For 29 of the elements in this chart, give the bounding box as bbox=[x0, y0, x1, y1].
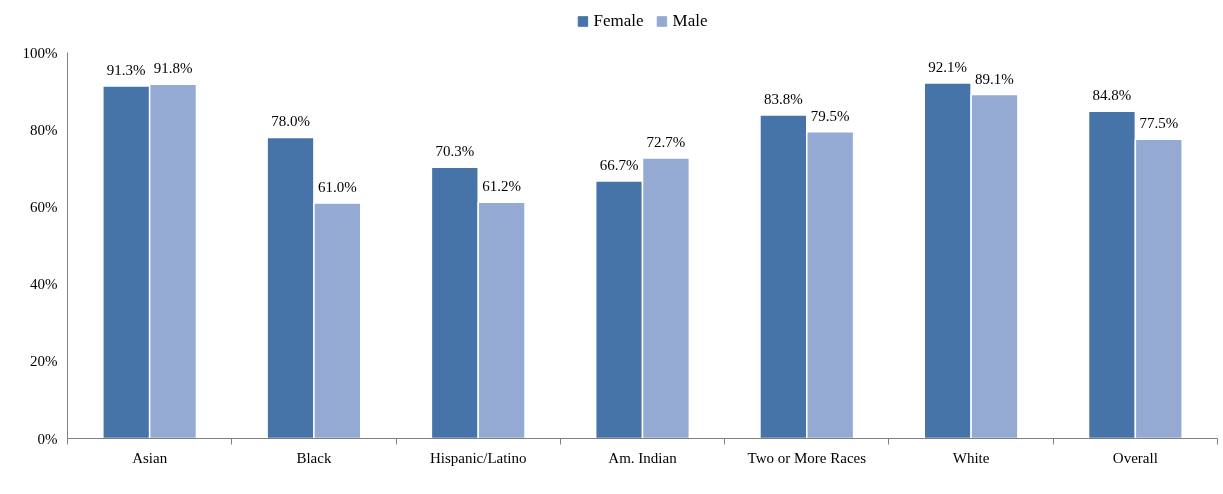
data-label: 78.0% bbox=[271, 113, 310, 130]
y-tick-label: 20% bbox=[30, 353, 58, 370]
legend-label: Male bbox=[672, 11, 708, 31]
data-label: 91.8% bbox=[153, 60, 193, 77]
data-label: 61.2% bbox=[482, 178, 521, 195]
x-tick-label: Black bbox=[296, 449, 332, 466]
x-tick-label: Two or More Races bbox=[747, 449, 867, 466]
data-label: 70.3% bbox=[435, 143, 475, 160]
data-label: 92.1% bbox=[928, 58, 968, 75]
data-label: 61.0% bbox=[317, 179, 357, 196]
y-tick-label: 60% bbox=[30, 198, 58, 215]
data-label: 84.8% bbox=[1092, 87, 1132, 104]
data-label: 79.5% bbox=[810, 107, 850, 124]
x-tick-label: Overall bbox=[1112, 449, 1158, 466]
y-tick-label: 40% bbox=[30, 276, 58, 293]
data-label: 89.1% bbox=[975, 70, 1014, 87]
y-tick-label: 100% bbox=[22, 44, 58, 61]
x-tick-label: Hispanic/Latino bbox=[429, 449, 527, 466]
legend-label: Female bbox=[593, 11, 644, 31]
data-label: 91.3% bbox=[106, 62, 146, 79]
x-tick-label: Am. Indian bbox=[608, 449, 678, 466]
x-tick-label: Asian bbox=[132, 449, 168, 466]
data-label: 66.7% bbox=[599, 157, 639, 174]
data-label: 83.8% bbox=[764, 91, 803, 108]
data-label: 77.5% bbox=[1139, 115, 1179, 132]
data-label: 72.7% bbox=[646, 133, 686, 150]
y-tick-label: 80% bbox=[30, 121, 58, 138]
y-tick-label: 0% bbox=[37, 430, 58, 447]
x-tick-label: White bbox=[952, 449, 990, 466]
